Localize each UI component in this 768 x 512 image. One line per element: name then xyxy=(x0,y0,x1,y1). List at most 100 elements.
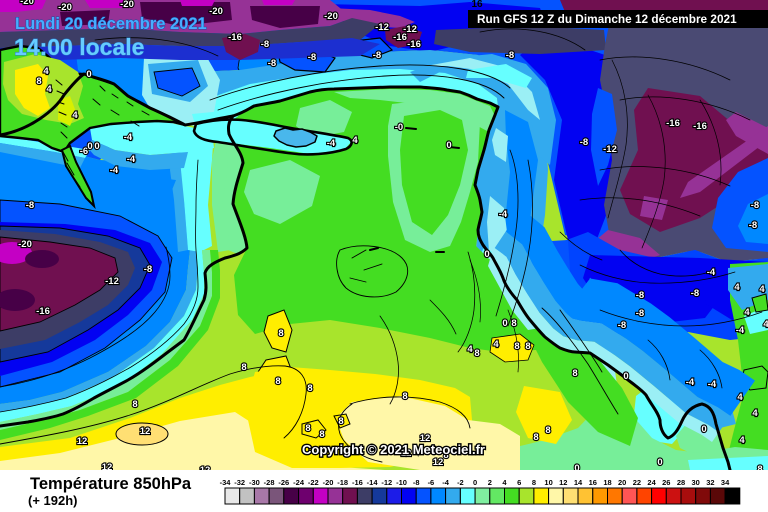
svg-text:28: 28 xyxy=(677,478,685,487)
svg-text:4: 4 xyxy=(739,435,745,446)
svg-text:-20: -20 xyxy=(18,239,32,250)
svg-text:4: 4 xyxy=(502,478,507,487)
svg-text:-8: -8 xyxy=(618,320,626,331)
svg-text:-0: -0 xyxy=(395,122,403,133)
svg-text:30: 30 xyxy=(692,478,700,487)
svg-text:10: 10 xyxy=(544,478,552,487)
svg-text:8: 8 xyxy=(338,416,343,427)
svg-text:-12: -12 xyxy=(603,144,617,155)
svg-text:12: 12 xyxy=(559,478,567,487)
svg-text:-8: -8 xyxy=(691,288,699,299)
svg-text:8: 8 xyxy=(525,341,530,352)
svg-text:-20: -20 xyxy=(20,0,34,7)
svg-text:34: 34 xyxy=(721,478,730,487)
svg-text:-12: -12 xyxy=(105,276,119,287)
svg-text:-22: -22 xyxy=(308,478,319,487)
svg-text:14:00 locale: 14:00 locale xyxy=(14,34,144,60)
svg-text:20: 20 xyxy=(618,478,626,487)
svg-text:-10: -10 xyxy=(396,478,407,487)
svg-text:Température 850hPa: Température 850hPa xyxy=(30,475,192,493)
svg-text:12: 12 xyxy=(420,433,431,444)
svg-text:-8: -8 xyxy=(580,137,588,148)
svg-text:4: 4 xyxy=(737,392,743,403)
svg-text:-8: -8 xyxy=(749,220,757,231)
svg-text:4: 4 xyxy=(72,110,78,121)
svg-text:-8: -8 xyxy=(261,39,269,50)
svg-text:14: 14 xyxy=(574,478,583,487)
svg-text:8: 8 xyxy=(307,383,312,394)
svg-text:12: 12 xyxy=(77,436,88,447)
svg-text:6: 6 xyxy=(517,478,521,487)
svg-text:18: 18 xyxy=(603,478,611,487)
svg-text:Lundi 20 décembre 2021: Lundi 20 décembre 2021 xyxy=(15,15,207,33)
svg-text:8: 8 xyxy=(275,376,280,387)
svg-text:-8: -8 xyxy=(268,58,276,69)
svg-text:-4: -4 xyxy=(736,325,745,336)
svg-text:8: 8 xyxy=(241,362,246,373)
svg-text:-16: -16 xyxy=(352,478,363,487)
svg-text:-8: -8 xyxy=(636,308,644,319)
svg-text:-16: -16 xyxy=(393,32,407,43)
svg-text:-20: -20 xyxy=(324,11,338,22)
svg-text:-2: -2 xyxy=(457,478,464,487)
svg-text:-34: -34 xyxy=(220,478,232,487)
svg-text:-20: -20 xyxy=(58,2,72,13)
svg-text:-20: -20 xyxy=(209,6,223,17)
svg-text:4: 4 xyxy=(43,66,49,77)
svg-text:-12: -12 xyxy=(375,22,389,33)
svg-text:-18: -18 xyxy=(337,478,348,487)
svg-text:-8: -8 xyxy=(751,200,759,211)
svg-text:-8: -8 xyxy=(636,290,644,301)
svg-text:0: 0 xyxy=(623,371,628,382)
svg-text:22: 22 xyxy=(633,478,641,487)
svg-text:8: 8 xyxy=(402,391,407,402)
svg-text:0: 0 xyxy=(574,463,579,474)
svg-text:-16: -16 xyxy=(36,306,50,317)
svg-text:0: 0 xyxy=(701,424,706,435)
svg-text:-26: -26 xyxy=(278,478,289,487)
svg-text:-8: -8 xyxy=(144,264,152,275)
svg-text:-16: -16 xyxy=(693,121,707,132)
svg-text:-12: -12 xyxy=(403,24,417,35)
svg-text:-30: -30 xyxy=(249,478,260,487)
svg-text:32: 32 xyxy=(706,478,714,487)
svg-text:12: 12 xyxy=(433,457,444,468)
svg-text:12: 12 xyxy=(140,426,151,437)
svg-text:-4: -4 xyxy=(707,267,716,278)
svg-text:4: 4 xyxy=(352,135,358,146)
svg-text:24: 24 xyxy=(647,478,656,487)
svg-text:8: 8 xyxy=(443,450,448,461)
svg-text:4: 4 xyxy=(752,408,758,419)
svg-text:16: 16 xyxy=(589,478,597,487)
svg-text:Copyright © 2021 Meteociel.fr: Copyright © 2021 Meteociel.fr xyxy=(302,442,485,457)
svg-text:-6: -6 xyxy=(428,478,435,487)
svg-text:0: 0 xyxy=(446,140,451,151)
svg-text:-12: -12 xyxy=(381,478,392,487)
svg-text:-16: -16 xyxy=(228,32,242,43)
svg-text:8: 8 xyxy=(511,318,516,329)
svg-text:-14: -14 xyxy=(367,478,379,487)
svg-text:-6: -6 xyxy=(80,146,88,157)
svg-text:-4: -4 xyxy=(110,165,119,176)
svg-text:-4: -4 xyxy=(327,138,336,149)
svg-text:8: 8 xyxy=(572,368,577,379)
svg-text:8: 8 xyxy=(514,341,519,352)
svg-text:2: 2 xyxy=(488,478,492,487)
svg-text:-4: -4 xyxy=(442,478,449,487)
svg-text:-8: -8 xyxy=(413,478,420,487)
svg-text:0: 0 xyxy=(473,478,477,487)
svg-text:(+ 192h): (+ 192h) xyxy=(28,493,78,508)
svg-text:16: 16 xyxy=(471,0,483,10)
svg-text:0: 0 xyxy=(86,69,91,80)
svg-text:-4: -4 xyxy=(124,132,133,143)
svg-text:8: 8 xyxy=(532,478,536,487)
svg-text:-8: -8 xyxy=(506,50,514,61)
svg-text:8: 8 xyxy=(305,423,310,434)
svg-text:-4: -4 xyxy=(686,377,695,388)
svg-text:-24: -24 xyxy=(293,478,305,487)
svg-text:8: 8 xyxy=(757,464,762,475)
svg-text:-4: -4 xyxy=(127,154,136,165)
svg-text:12: 12 xyxy=(401,448,412,459)
svg-text:-8: -8 xyxy=(26,200,34,211)
svg-text:8: 8 xyxy=(533,432,538,443)
